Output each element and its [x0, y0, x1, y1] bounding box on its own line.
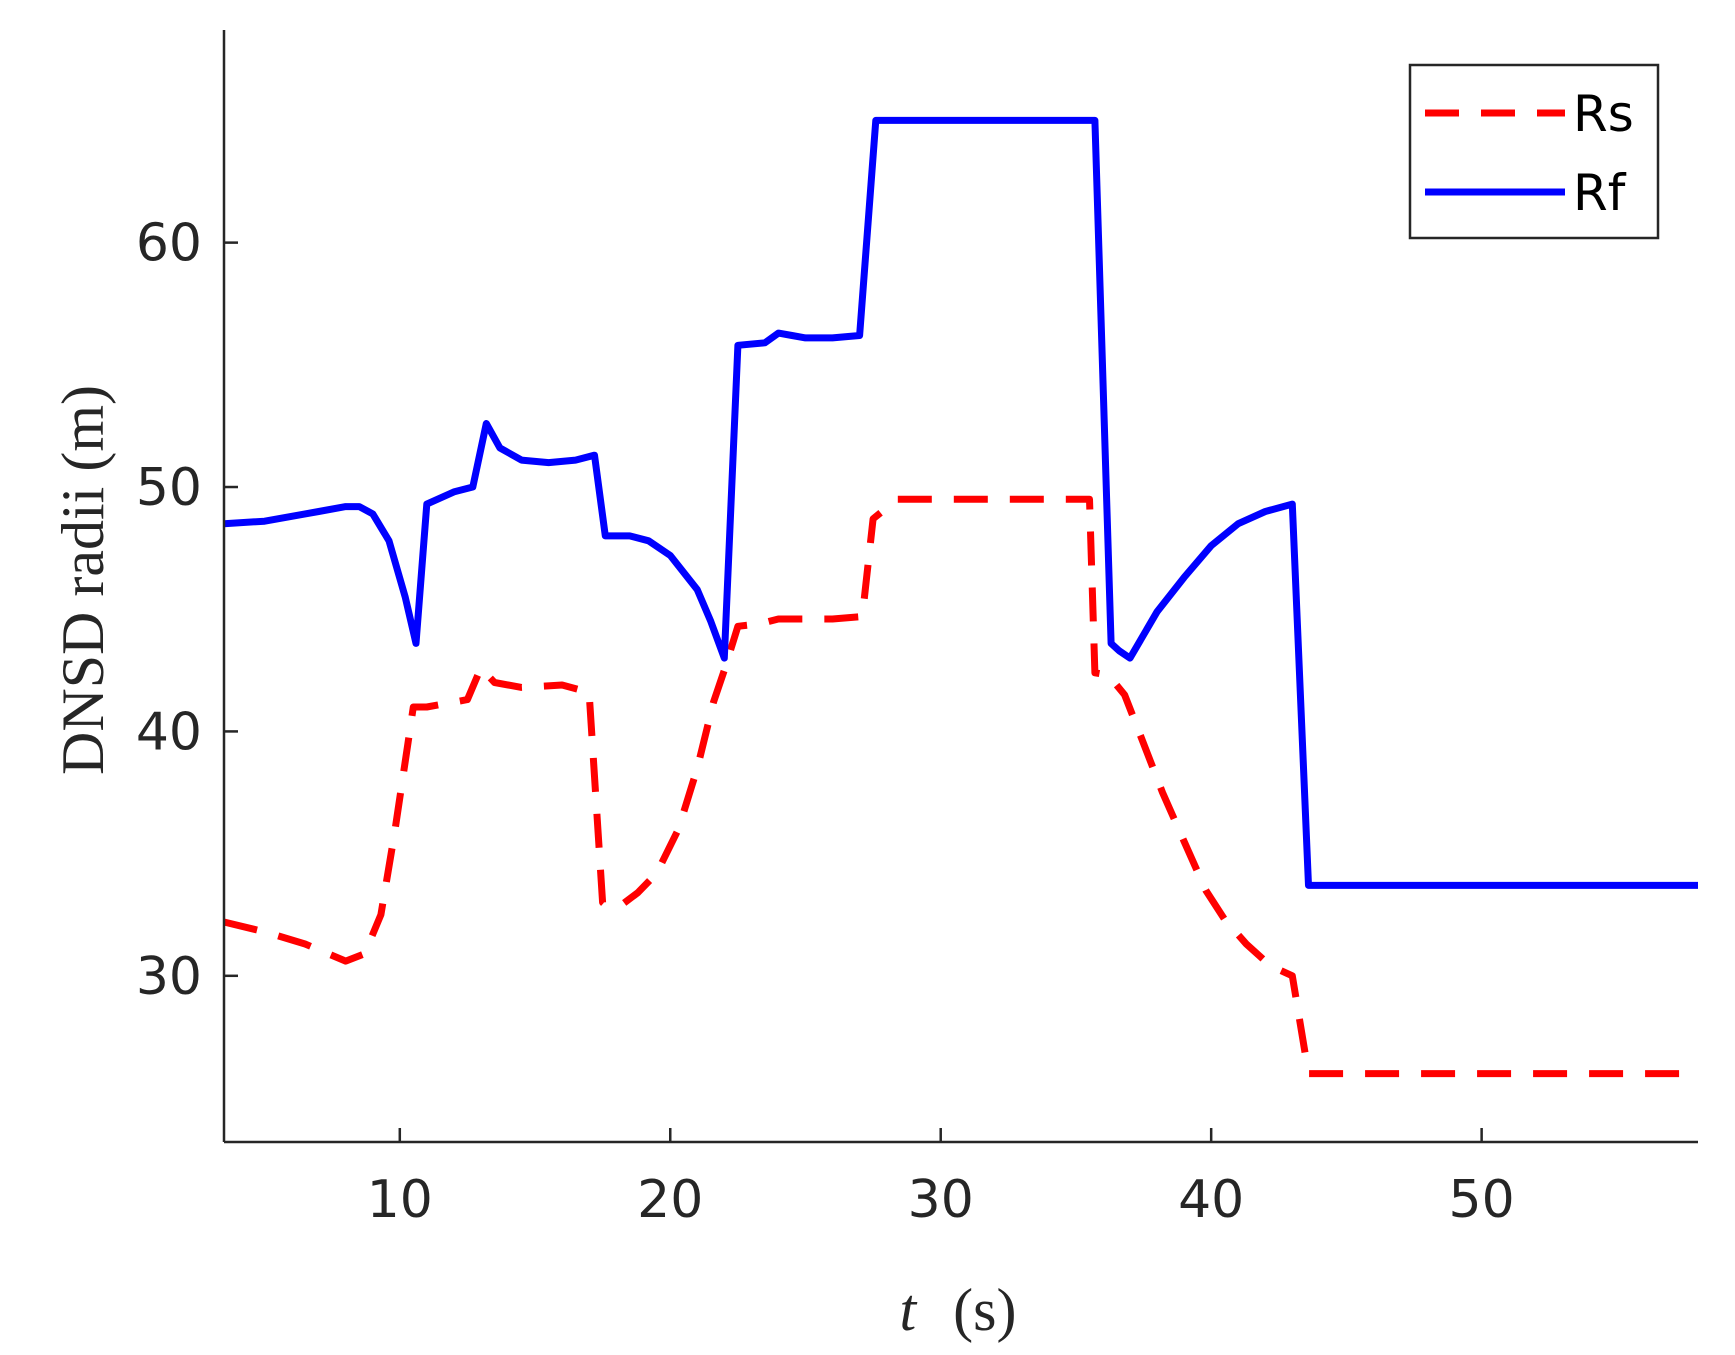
- x-tick-label: 50: [1449, 1170, 1515, 1230]
- legend: Rs Rf: [1408, 63, 1660, 240]
- x-tick-label: 30: [908, 1170, 974, 1230]
- legend-label-rf: Rf: [1573, 164, 1627, 222]
- y-tick-labels: 30 40 50 60: [136, 214, 202, 1007]
- series-line-rf: [223, 116, 1698, 889]
- y-tick-label: 50: [136, 458, 202, 518]
- x-tick-label: 20: [637, 1170, 703, 1230]
- x-tick-labels: 10 20 30 40 50: [367, 1170, 1515, 1230]
- x-tick-label: 10: [367, 1170, 433, 1230]
- x-axis-title: t (s): [900, 1277, 1017, 1343]
- y-tick-label: 30: [136, 947, 202, 1007]
- axes-layer: [222, 30, 1698, 1144]
- x-axis-unit: (s): [953, 1277, 1016, 1343]
- y-tick-label: 40: [136, 702, 202, 762]
- y-axis-title: DNSD radii (m): [50, 385, 116, 775]
- x-tick-label: 40: [1178, 1170, 1244, 1230]
- legend-box: [1408, 63, 1660, 240]
- x-axis-variable: t: [900, 1277, 918, 1343]
- y-tick-label: 60: [136, 214, 202, 274]
- legend-label-rs: Rs: [1573, 85, 1634, 143]
- series-line-rs: [223, 495, 1698, 1078]
- series-layer: [223, 116, 1698, 1078]
